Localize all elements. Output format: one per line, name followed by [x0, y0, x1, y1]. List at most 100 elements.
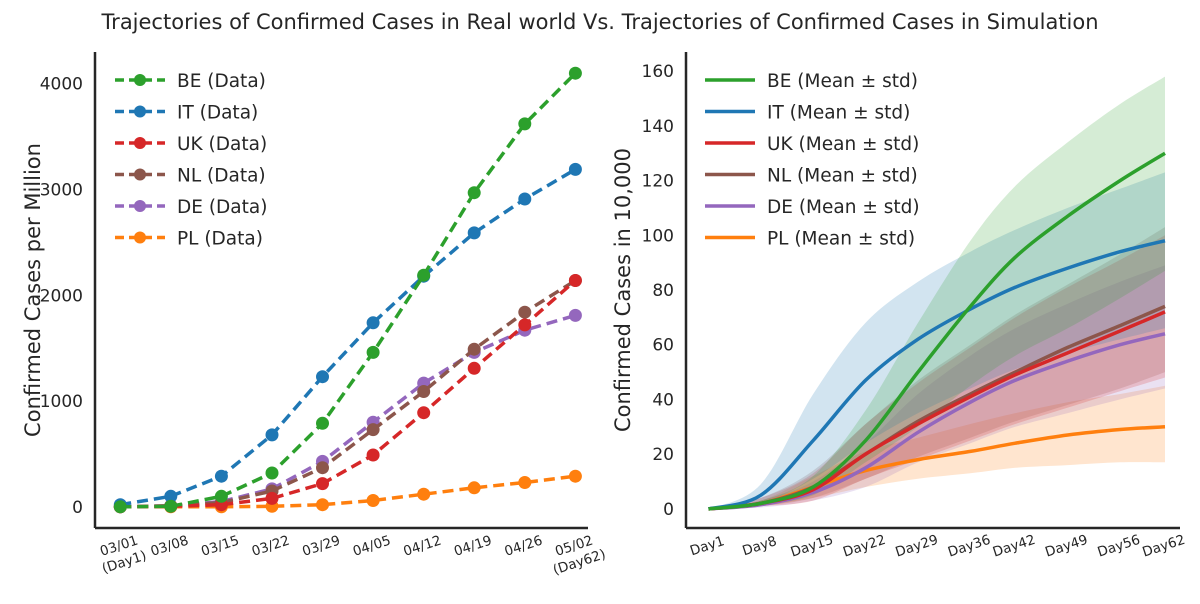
left-point-it-8 [518, 192, 532, 206]
right-band-de [708, 265, 1165, 509]
left-point-pl-6 [417, 487, 431, 501]
right-band-be [708, 76, 1165, 509]
left-point-be-3 [265, 466, 279, 480]
left-point-pl-4 [316, 498, 329, 512]
right-x-tick-day29: Day29 [893, 532, 940, 561]
left-legend-marker-uk [134, 137, 146, 149]
left-point-uk-8 [518, 318, 532, 332]
left-legend-marker-nl [134, 168, 146, 181]
left-point-nl-7 [467, 342, 481, 356]
left-x-tick-04-12: 04/12 [401, 533, 443, 560]
right-y-tick-20: 20 [652, 445, 674, 465]
left-y-tick-2000: 2000 [40, 286, 83, 306]
left-point-be-7 [467, 186, 481, 200]
right-y-tick-100: 100 [642, 226, 674, 246]
left-point-it-7 [467, 226, 481, 240]
left-legend-label-it: IT (Data) [177, 103, 258, 124]
left-point-it-1 [164, 489, 178, 503]
left-y-tick-1000: 1000 [40, 392, 83, 412]
right-y-tick-60: 60 [652, 336, 674, 356]
left-y-tick-0: 0 [72, 498, 83, 518]
right-x-tick-day49: Day49 [1043, 532, 1090, 561]
left-legend-label-pl: PL (Data) [177, 229, 263, 250]
left-point-be-2 [214, 489, 228, 503]
left-legend-marker-it [134, 105, 146, 118]
left-series-line-be [120, 71, 577, 509]
left-legend-label-be: BE (Data) [177, 71, 266, 92]
right-y-tick-140: 140 [642, 117, 674, 137]
left-x-tick-03-08: 03/08 [149, 533, 191, 560]
right-x-tick-day56: Day56 [1096, 532, 1143, 561]
right-y-tick-40: 40 [652, 390, 674, 410]
left-point-it-3 [265, 428, 279, 442]
right-legend-label-de: DE (Mean ± std) [767, 197, 920, 218]
left-point-be-8 [518, 117, 532, 131]
left-y-axis-label: Confirmed Cases per Million [21, 143, 45, 437]
left-point-be-9 [568, 66, 582, 80]
left-point-uk-4 [316, 477, 329, 491]
right-x-tick-day62: Day62 [1140, 532, 1187, 561]
left-x-tick-03-22: 03/22 [250, 533, 292, 560]
right-legend-label-nl: NL (Mean ± std) [767, 166, 918, 187]
right-y-tick-120: 120 [642, 172, 674, 192]
right-legend-label-be: BE (Mean ± std) [767, 71, 918, 92]
left-point-it-9 [568, 162, 582, 176]
right-legend-label-pl: PL (Mean ± std) [767, 229, 915, 250]
left-point-nl-8 [518, 305, 532, 319]
left-x-tick-04-19: 04/19 [452, 533, 494, 560]
right-series-line-it [708, 239, 1166, 511]
right-series-line-be [708, 151, 1166, 511]
left-point-be-1 [164, 499, 178, 513]
left-point-pl-9 [568, 469, 582, 483]
left-point-nl-6 [417, 385, 431, 398]
left-point-nl-5 [366, 423, 380, 437]
left-legend-marker-de [134, 200, 146, 212]
right-y-tick-0: 0 [663, 500, 674, 520]
left-point-be-5 [366, 345, 380, 359]
right-x-tick-day15: Day15 [789, 532, 836, 561]
left-x-tick-03-01: 03/01(Day1) [95, 532, 149, 578]
left-point-uk-6 [417, 406, 431, 420]
left-point-uk-3 [265, 491, 279, 505]
left-point-uk-5 [366, 448, 380, 462]
left-series-line-it [120, 167, 577, 507]
left-point-it-4 [316, 370, 329, 384]
left-y-tick-3000: 3000 [40, 181, 83, 201]
left-x-tick-04-05: 04/05 [351, 533, 393, 560]
left-legend-label-uk: UK (Data) [177, 134, 267, 155]
left-legend-label-nl: NL (Data) [177, 166, 266, 187]
left-series-line-de [120, 313, 576, 509]
left-legend-label-de: DE (Data) [177, 197, 267, 218]
right-y-tick-80: 80 [652, 281, 674, 301]
left-point-pl-8 [518, 476, 532, 489]
left-point-uk-7 [467, 361, 481, 375]
left-y-tick-4000: 4000 [40, 75, 83, 95]
right-x-tick-day8: Day8 [740, 533, 778, 559]
left-point-it-5 [366, 316, 380, 330]
right-legend-label-it: IT (Mean ± std) [767, 103, 910, 124]
left-series-line-nl [120, 279, 577, 509]
left-x-tick-04-26: 04/26 [503, 533, 545, 560]
right-band-nl [708, 227, 1165, 509]
left-point-be-0 [113, 500, 127, 514]
left-point-be-6 [417, 268, 431, 282]
right-band-uk [708, 235, 1165, 509]
right-x-tick-day36: Day36 [946, 532, 993, 561]
left-point-de-9 [568, 308, 582, 322]
right-band-pl [708, 385, 1165, 509]
left-x-tick-05-02: 05/02(Day62) [546, 530, 608, 578]
figure-title: Trajectories of Confirmed Cases in Real … [100, 10, 1098, 34]
right-legend-label-uk: UK (Mean ± std) [767, 134, 919, 155]
right-y-axis-label: Confirmed Cases in 10,000 [611, 148, 635, 432]
left-point-nl-4 [316, 461, 329, 475]
left-point-pl-5 [366, 494, 380, 507]
left-point-it-2 [214, 469, 228, 483]
left-x-tick-03-29: 03/29 [300, 533, 342, 560]
left-legend-marker-be [134, 74, 146, 86]
left-series-line-uk [120, 279, 577, 509]
right-x-tick-day22: Day22 [841, 532, 888, 561]
right-y-tick-160: 160 [642, 62, 674, 82]
